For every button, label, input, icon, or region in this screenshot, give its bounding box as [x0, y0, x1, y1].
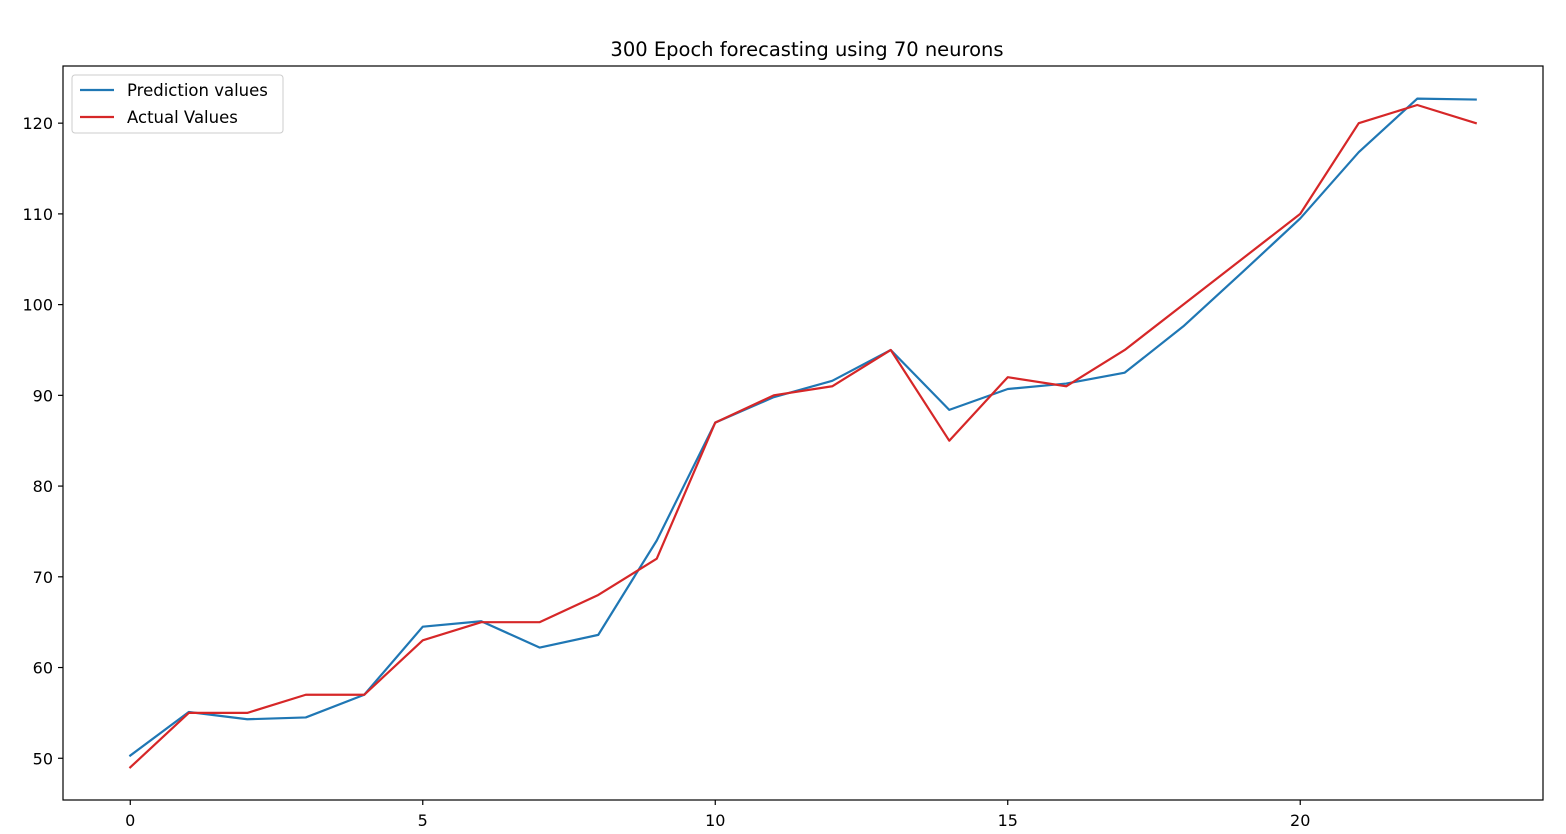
series-line-prediction [128, 97, 1477, 758]
y-tick-label: 70 [33, 568, 53, 587]
legend-entry-label: Prediction values [127, 81, 268, 100]
legend: Prediction values Actual Values [71, 74, 284, 134]
y-tick-label: 50 [33, 749, 53, 768]
x-tick-label: 5 [418, 811, 428, 830]
x-tick-label: 15 [998, 811, 1018, 830]
x-tick-label: 20 [1290, 811, 1310, 830]
y-tick-label: 110 [22, 205, 53, 224]
x-tick-label: 0 [125, 811, 135, 830]
y-tick-label: 80 [33, 477, 53, 496]
y-tick-label: 60 [33, 659, 53, 678]
legend-entry-label: Actual Values [127, 108, 238, 127]
series-line-actual [128, 103, 1478, 769]
y-tick-label: 90 [33, 386, 53, 405]
x-tick-label: 10 [705, 811, 725, 830]
chart-title: 300 Epoch forecasting using 70 neurons [610, 38, 1003, 61]
y-tick-label: 100 [22, 296, 53, 315]
legend-box [71, 74, 284, 134]
plot-frame [62, 65, 1544, 801]
y-tick-label: 120 [22, 114, 53, 133]
